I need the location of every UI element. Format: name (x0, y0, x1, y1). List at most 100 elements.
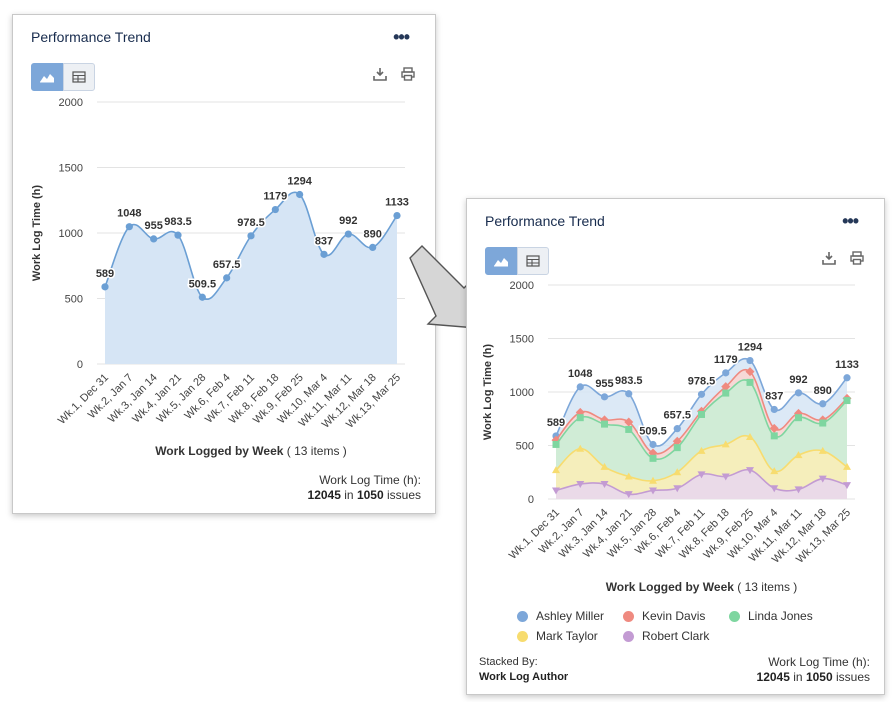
y-tick-label: 2000 (59, 97, 83, 109)
summary-values: 12045 in 1050 issues (308, 488, 421, 503)
data-point (673, 485, 682, 493)
data-point (552, 466, 560, 474)
table-icon (72, 71, 86, 83)
legend-label: Kevin Davis (642, 609, 706, 623)
data-label: 992 (789, 374, 807, 386)
download-icon[interactable] (822, 251, 836, 265)
data-point (819, 419, 827, 427)
legend-item-linda-jones[interactable]: Linda Jones (729, 609, 813, 623)
legend-label: Robert Clark (642, 629, 710, 643)
legend-marker (729, 610, 740, 622)
legend-marker (623, 630, 634, 642)
summary-in: in (793, 670, 803, 684)
data-point (746, 356, 754, 365)
data-point (843, 374, 851, 382)
summary-issues: 1050 (356, 488, 384, 502)
data-point (794, 389, 803, 397)
data-label: 983.5 (615, 375, 643, 387)
data-label: 890 (363, 228, 381, 240)
data-label: 978.5 (688, 375, 716, 387)
more-options-icon[interactable]: ••• (842, 211, 859, 231)
chart-tools (822, 251, 864, 265)
data-label: 983.5 (164, 216, 192, 228)
data-point (746, 378, 754, 386)
data-label: 509.5 (189, 278, 217, 290)
summary-issues-word: issues (386, 488, 421, 502)
data-point (552, 440, 560, 448)
chart-view-button[interactable] (31, 63, 63, 91)
data-point (745, 367, 755, 377)
data-label: 1048 (568, 368, 592, 380)
data-point (576, 444, 585, 452)
print-icon[interactable] (850, 251, 864, 265)
legend-item-ashley-miller[interactable]: Ashley Miller (517, 609, 604, 623)
data-point (271, 205, 279, 214)
data-point (697, 390, 706, 398)
data-point (576, 481, 585, 489)
stacked-by: Stacked By: Work Log Author (479, 655, 568, 685)
data-point (576, 414, 584, 422)
data-point (393, 211, 401, 220)
legend-item-kevin-davis[interactable]: Kevin Davis (623, 609, 705, 623)
data-point (649, 487, 657, 495)
data-point (721, 382, 731, 392)
data-point (624, 472, 633, 480)
y-tick-label: 500 (65, 294, 83, 306)
data-point (819, 400, 827, 408)
data-point (770, 467, 779, 475)
table-icon (526, 255, 540, 267)
data-label: 890 (814, 385, 832, 397)
data-point (649, 476, 657, 484)
legend-marker (517, 630, 528, 642)
data-point (625, 390, 633, 398)
data-point (770, 485, 779, 493)
y-tick-label: 1500 (59, 163, 83, 175)
data-label: 1133 (835, 359, 859, 371)
view-toggle (485, 247, 549, 275)
table-view-button[interactable] (517, 247, 549, 275)
data-point (125, 223, 133, 231)
data-point (818, 446, 827, 454)
legend-marker (623, 610, 634, 622)
data-point (576, 383, 584, 391)
data-point (600, 481, 609, 489)
data-point (601, 420, 608, 428)
data-point (673, 468, 682, 476)
data-point (697, 446, 706, 454)
x-axis-title: Work Logged by Week ( 13 items ) (606, 580, 798, 594)
data-point (101, 283, 109, 291)
y-tick-label: 2000 (510, 280, 534, 292)
data-point (721, 440, 730, 448)
data-point (794, 451, 803, 459)
view-toggle (31, 63, 95, 91)
legend-label: Linda Jones (748, 609, 813, 623)
data-point (746, 432, 754, 440)
data-label: 1048 (117, 208, 141, 220)
data-point (624, 491, 633, 499)
data-label: 1294 (738, 342, 763, 354)
chart-view-button[interactable] (485, 247, 517, 275)
legend-item-robert-clark[interactable]: Robert Clark (623, 629, 709, 643)
data-label: 509.5 (639, 425, 667, 437)
area-chart-icon (40, 74, 54, 83)
data-label: 955 (595, 378, 613, 390)
table-view-button[interactable] (63, 63, 95, 91)
data-point (722, 369, 730, 377)
data-point (625, 425, 633, 433)
data-point (198, 293, 206, 301)
summary: Work Log Time (h): 12045 in 1050 issues (757, 655, 870, 685)
y-tick-label: 0 (77, 359, 83, 371)
legend-label: Mark Taylor (536, 629, 598, 643)
y-tick-label: 500 (516, 441, 534, 453)
card-title: Performance Trend (485, 213, 605, 229)
data-point (843, 462, 851, 470)
data-point (770, 432, 778, 440)
print-icon[interactable] (401, 67, 415, 81)
legend-item-mark-taylor[interactable]: Mark Taylor (517, 629, 598, 643)
x-axis-title: Work Logged by Week ( 13 items ) (155, 444, 347, 458)
data-point (769, 423, 779, 433)
summary-issues-word: issues (835, 670, 870, 684)
download-icon[interactable] (373, 67, 387, 81)
stacked-by-label: Stacked By: (479, 656, 538, 668)
more-options-icon[interactable]: ••• (393, 27, 410, 47)
